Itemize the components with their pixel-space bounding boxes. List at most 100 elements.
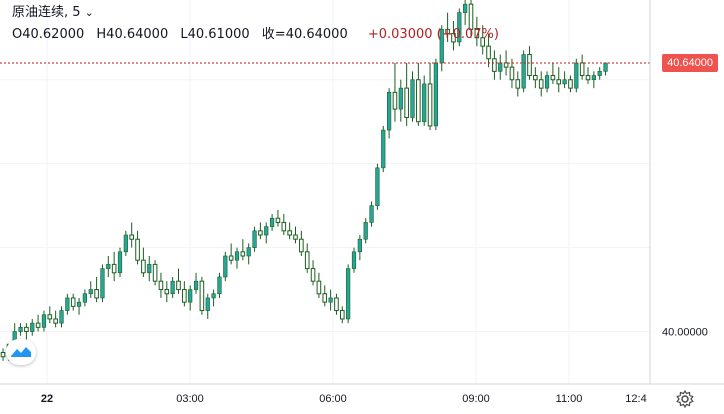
candle-body-up <box>369 205 374 223</box>
candle <box>170 276 175 298</box>
candle-body-up <box>463 3 468 13</box>
candle <box>293 226 298 244</box>
candle <box>111 251 117 282</box>
chart-grid <box>0 0 650 384</box>
symbol-row[interactable]: 原油连续, 5 ⌄ <box>12 2 507 24</box>
candle-body-up <box>88 289 93 295</box>
time-tick-label: 06:00 <box>319 393 347 405</box>
price-axis[interactable]: 40.00000 <box>662 327 708 339</box>
candle-body-down <box>0 352 6 358</box>
candle <box>94 276 99 303</box>
candle <box>340 306 345 324</box>
candle <box>234 247 240 269</box>
candle-body-up <box>521 54 526 89</box>
candle-body-down <box>538 79 544 89</box>
candle-body-up <box>328 297 333 303</box>
candle-body-up <box>597 71 602 76</box>
candle <box>486 33 491 68</box>
candle-body-down <box>53 318 58 324</box>
candle <box>41 310 47 332</box>
price-tick-label: 40.00000 <box>662 327 708 339</box>
candle <box>18 323 23 336</box>
candle-body-down <box>550 75 556 81</box>
candle <box>24 323 29 340</box>
gear-icon[interactable] <box>676 389 694 409</box>
candle <box>217 272 222 298</box>
candle <box>574 58 579 93</box>
candle <box>76 297 82 315</box>
candle <box>346 264 351 324</box>
candle <box>468 0 474 38</box>
candle-body-up <box>381 129 386 169</box>
candle-body-down <box>468 3 474 30</box>
time-axis[interactable]: 22 03:00 06:00 09:00 11:00 12:4 <box>41 393 647 405</box>
candle <box>0 348 6 361</box>
candle-body-down <box>445 28 450 35</box>
candle-body-up <box>264 226 269 236</box>
time-tick-label: 09:00 <box>462 393 490 405</box>
candle-body-up <box>76 301 82 307</box>
candle <box>211 289 216 307</box>
candle-body-down <box>24 326 29 333</box>
tradingview-logo-icon[interactable] <box>6 339 36 365</box>
candle <box>59 306 64 328</box>
symbol-name[interactable]: 原油连续 <box>12 5 65 20</box>
candle-body-up <box>562 79 567 85</box>
candle-body-down <box>316 280 322 295</box>
candle <box>585 67 591 84</box>
candle <box>381 125 386 173</box>
chart-legend: 原油连续, 5 ⌄ O40.62000 H40.64000 L40.61000 收… <box>12 2 507 46</box>
candle-body-up <box>193 280 199 290</box>
candle <box>258 222 263 240</box>
candle-body-up <box>234 251 240 261</box>
candle-body-down <box>47 314 53 320</box>
candle-body-down <box>240 251 246 257</box>
candle-body-down <box>158 280 164 291</box>
candle <box>427 62 433 131</box>
candle <box>240 239 246 261</box>
candle <box>568 75 573 93</box>
candle-body-up <box>117 251 123 274</box>
candle <box>141 247 146 277</box>
candle-body-down <box>304 251 310 270</box>
candle <box>410 71 415 122</box>
candle <box>550 62 556 84</box>
candle-body-down <box>293 234 298 240</box>
candle <box>597 67 602 80</box>
candle <box>123 230 128 256</box>
candle <box>281 214 287 236</box>
ohlc-row: O40.62000 H40.64000 L40.61000 收=40.64000… <box>12 24 507 46</box>
candle <box>304 243 310 273</box>
candle <box>35 314 41 332</box>
chevron-down-icon[interactable]: ⌄ <box>84 6 94 19</box>
time-tick-label: 22 <box>41 393 53 405</box>
candle-body-down <box>533 75 538 81</box>
candle <box>164 281 170 303</box>
candle-body-up <box>357 238 362 253</box>
candle-body-up <box>457 12 462 43</box>
candle-body-down <box>579 62 585 77</box>
candle-body-down <box>287 230 292 236</box>
candle-body-up <box>574 62 579 89</box>
candle <box>515 71 521 97</box>
candle <box>228 243 234 265</box>
interval-label: , 5 <box>64 5 81 20</box>
candle <box>264 222 269 244</box>
candle <box>106 256 111 277</box>
candle <box>579 54 585 80</box>
candle-body-down <box>258 230 263 236</box>
candle-body-down <box>427 83 433 127</box>
candle <box>199 276 205 315</box>
candle-body-down <box>585 75 591 81</box>
candle <box>30 318 35 336</box>
candle <box>422 75 427 126</box>
candle <box>334 293 339 315</box>
close-value: 40.64000 <box>285 27 348 42</box>
candle <box>269 214 275 231</box>
candle-series <box>0 0 608 361</box>
candle-body-down <box>70 297 76 307</box>
candle-body-down <box>111 263 117 274</box>
candle <box>480 25 485 55</box>
candle-body-down <box>199 280 205 312</box>
